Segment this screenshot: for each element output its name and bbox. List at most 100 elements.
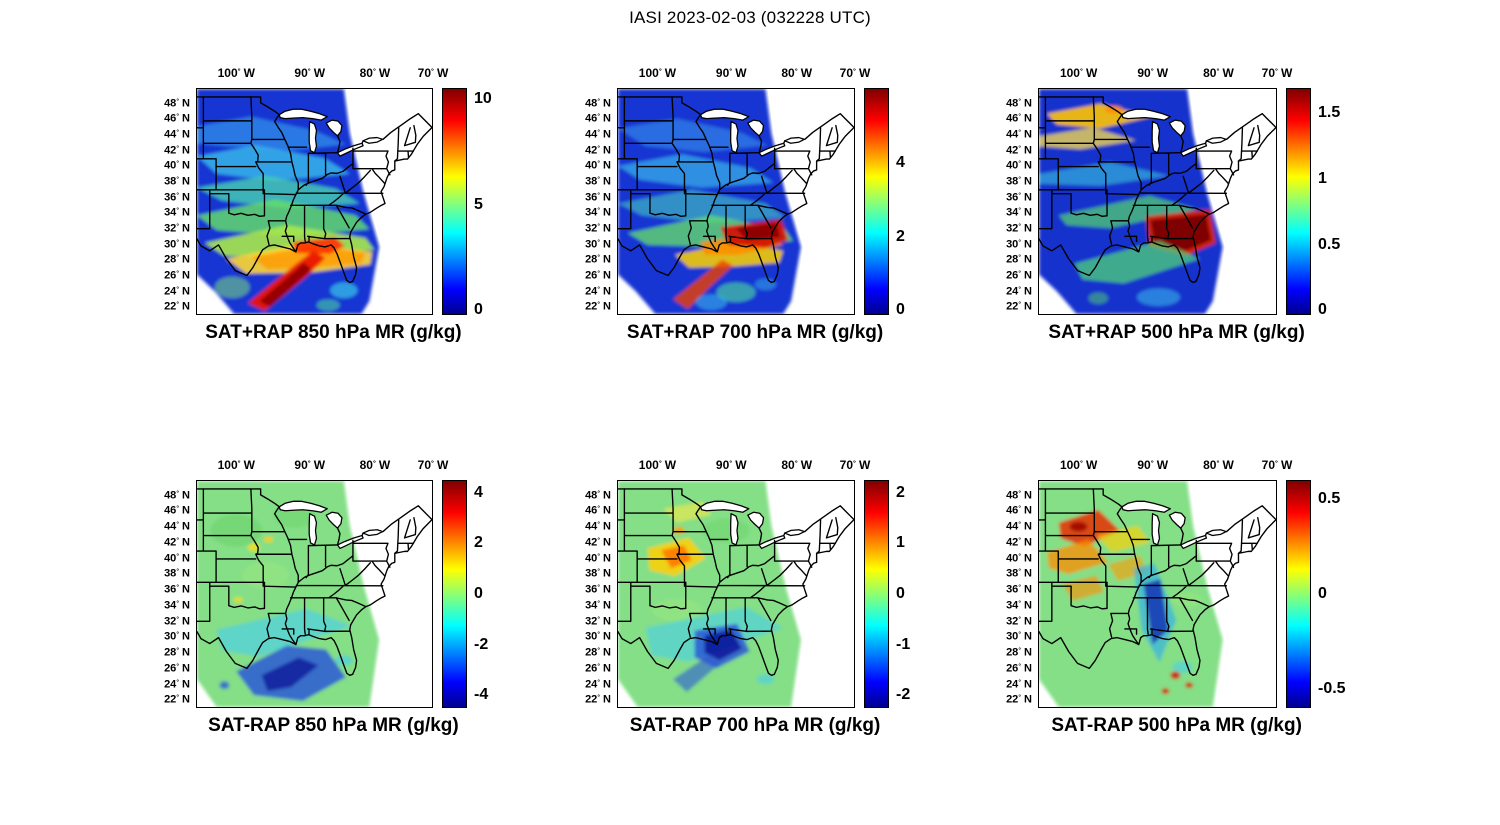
lat-tick-label: 34° N [585,206,611,219]
colorbar-gradient [865,89,888,314]
negative-streak [673,655,721,693]
band [1039,162,1170,186]
lat-tick-label: 46° N [585,504,611,517]
lon-tick-label: 70° W [839,66,871,80]
lon-tick-label: 70° W [417,458,449,472]
lat-tick-label: 26° N [1006,269,1032,282]
positive-speck [673,526,685,535]
map-svg [1039,481,1276,707]
colorbar-tick-label: 1 [1318,169,1327,187]
lat-tick-label: 36° N [164,191,190,204]
lon-tick-label: 90° W [294,458,326,472]
gulf-plume-core [259,262,312,308]
colorbar-tick-label: 2 [896,227,905,245]
lon-tick-label: 100° W [638,66,677,80]
lat-tick-label: 30° N [585,630,611,643]
lat-tick-label: 46° N [164,112,190,125]
map-sat-minus-rap-500 [1038,480,1277,708]
lat-tick-label: 24° N [585,678,611,691]
colorbar-tick-label: 0 [896,301,905,319]
colorbar-tick-label: 0 [1318,585,1327,602]
lat-tick-label: 28° N [1006,253,1032,266]
lat-tick-label: 34° N [1006,599,1032,612]
lat-tick-label: 22° N [585,693,611,706]
panel-title: SAT+RAP 850 hPa MR (g/kg) [205,322,462,343]
panel-title: SAT+RAP 700 hPa MR (g/kg) [626,322,884,343]
lat-tick-label: 46° N [1006,504,1032,517]
colorbar-tick-label: -4 [474,686,489,704]
lat-tick-label: 26° N [585,662,611,675]
blob [756,674,775,685]
lat-tick-label: 38° N [164,175,190,188]
lat-tick-label: 36° N [164,583,190,596]
lat-tick-label: 32° N [585,615,611,628]
colorbar-tick-label: 0 [896,585,905,602]
colorbar [1286,88,1311,315]
lat-tick-label: 46° N [585,112,611,125]
lat-tick-label: 40° N [585,552,611,565]
positive-streak [663,501,712,523]
band [197,199,370,237]
lat-tick-label: 46° N [1006,112,1032,125]
lat-tick-label: 26° N [164,662,190,675]
colorbar-tick-label: -2 [896,686,911,704]
lon-tick-label: 100° W [217,458,255,472]
gulf-negative-core [261,657,319,692]
blob [1088,292,1109,305]
panel-title: SAT-RAP 500 hPa MR (g/kg) [1051,715,1302,736]
colorbar-tick-label: 0 [1318,301,1327,319]
positive-streak [1096,525,1150,553]
lat-tick-label: 40° N [1006,552,1032,565]
lon-tick-label: 90° W [1137,458,1169,472]
lat-tick-label: 38° N [1006,175,1032,188]
moisture-field-500 [1039,89,1223,314]
lat-tick-label: 36° N [585,583,611,596]
lon-tick-label: 90° W [294,66,326,80]
moisture-field-850 [197,89,380,314]
lat-tick-label: 22° N [1006,300,1032,313]
positive-speck [233,596,244,603]
lat-tick-label: 26° N [585,269,611,282]
lat-tick-label: 40° N [1006,159,1032,172]
positive-speck [1185,682,1194,689]
lat-tick-label: 44° N [164,128,190,141]
lon-tick-label: 70° W [839,458,871,472]
lat-tick-label: 24° N [164,678,190,691]
southeast-max-core [1150,214,1211,251]
lon-tick-label: 70° W [417,66,449,80]
map-svg [197,89,432,314]
lon-tick-label: 80° W [781,66,813,80]
colorbar-tick-label: 2 [474,534,483,552]
difference-field-500 [1039,481,1223,707]
map-sat-plus-rap-700 [617,88,855,315]
lat-tick-label: 48° N [1006,489,1032,502]
lat-tick-label: 30° N [1006,630,1032,643]
lat-tick-label: 40° N [585,159,611,172]
band [197,175,360,209]
blob [210,514,262,547]
colorbar-tick-label: 5 [474,195,483,213]
lat-tick-label: 32° N [1006,222,1032,235]
lat-tick-label: 36° N [1006,191,1032,204]
lat-tick-label: 28° N [1006,646,1032,659]
lat-tick-label: 42° N [1006,144,1032,157]
lat-tick-label: 32° N [164,615,190,628]
lat-tick-label: 48° N [164,97,190,110]
difference-field-700 [618,481,801,707]
map-svg [618,89,854,314]
colorbar-gradient [443,481,466,707]
lat-tick-label: 30° N [164,238,190,251]
lat-tick-label: 38° N [585,567,611,580]
colorbar [1286,480,1311,708]
colorbar-ticks: 0 5 10 [474,88,526,318]
lat-tick-label: 22° N [1006,693,1032,706]
blob [242,561,290,590]
colorbar-tick-label: 0 [474,585,483,602]
lat-tick-label: 42° N [164,144,190,157]
panel-sat-plus-rap-850: 100° W 90° W 80° W 70° W 48° N 46° N 44° N 42° N 40° N 38… [164,67,492,343]
colorbar [442,480,467,708]
positive-speck [1170,671,1181,680]
colorbar-tick-label: 0.5 [1318,490,1341,508]
lat-tick-label: 48° N [164,489,190,502]
